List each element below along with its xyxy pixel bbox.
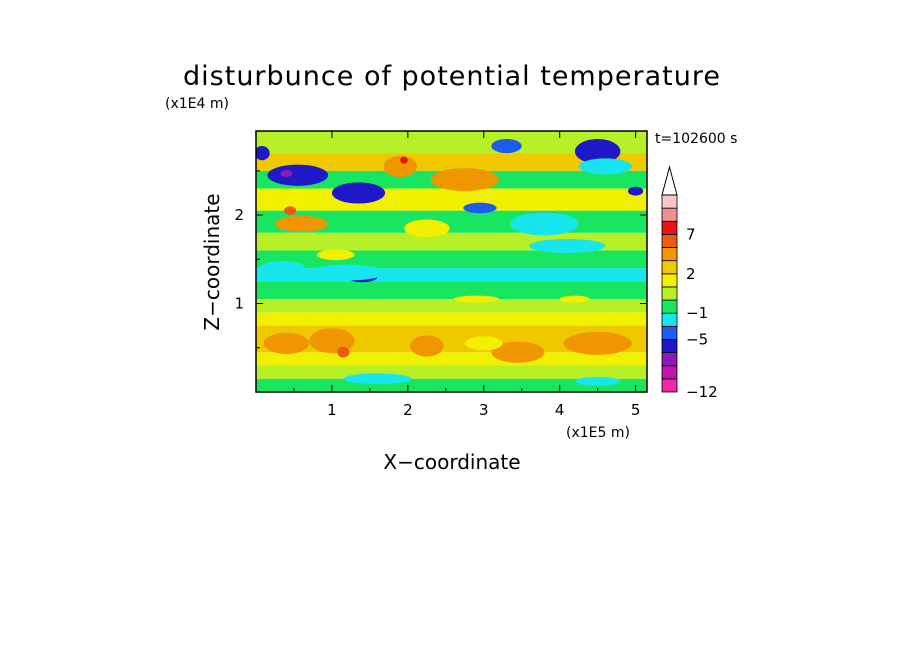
field-feature-17 [578, 158, 632, 175]
x-tick-label: 5 [631, 401, 641, 419]
y-unit-label: (x1E4 m) [165, 96, 229, 112]
colorbar-swatch-12 [661, 220, 678, 235]
colorbar-extend-arrow [661, 165, 678, 196]
field-band-4 [256, 312, 647, 326]
field-band-13 [256, 153, 647, 171]
field-feature-31 [559, 295, 591, 303]
field-feature-10 [383, 155, 417, 178]
colorbar-swatch-11 [661, 233, 678, 248]
field-feature-7 [343, 373, 412, 385]
colorbar-swatch-0 [661, 378, 678, 393]
field-band-1 [256, 365, 647, 379]
field-feature-24 [274, 215, 329, 232]
colorbar-swatch-13 [661, 207, 678, 222]
field-feature-28 [529, 238, 606, 254]
field-feature-20 [463, 202, 497, 214]
field-feature-8 [574, 376, 621, 386]
field-feature-30 [453, 295, 499, 303]
colorbar-swatch-3 [661, 339, 678, 354]
field-feature-25 [284, 206, 297, 216]
field-band-6 [256, 281, 647, 300]
x-tick-label: 1 [327, 401, 337, 419]
field-feature-15 [256, 146, 270, 161]
y-axis-label: Z−coordinate [200, 193, 224, 330]
colorbar-label: 2 [686, 265, 696, 283]
colorbar-swatch-4 [661, 325, 678, 340]
field-feature-11 [400, 156, 408, 164]
field-band-5 [256, 299, 647, 313]
colorbar-swatch-9 [661, 260, 678, 275]
field-band-11 [256, 188, 647, 211]
y-tick-label: 2 [234, 206, 244, 224]
time-label: t=102600 s [655, 131, 737, 147]
field-feature-3 [410, 335, 444, 357]
field-feature-0 [263, 332, 310, 354]
field-feature-9 [430, 168, 499, 192]
field-feature-4 [491, 341, 545, 363]
field-feature-2 [337, 346, 350, 358]
field-feature-23 [259, 261, 306, 276]
field-band-14 [256, 131, 647, 154]
x-tick-label: 3 [479, 401, 489, 419]
colorbar-swatch-5 [661, 312, 678, 327]
field-feature-29 [628, 186, 644, 196]
colorbar-label: −1 [686, 304, 708, 322]
field-feature-6 [464, 336, 503, 351]
field-feature-14 [331, 182, 386, 204]
field-band-8 [256, 250, 647, 269]
colorbar-swatch-2 [661, 352, 678, 367]
field-feature-26 [404, 219, 450, 238]
field-feature-22 [309, 264, 386, 281]
y-tick-label: 1 [234, 295, 244, 313]
x-axis-label: X−coordinate [383, 450, 520, 474]
field-feature-12 [267, 164, 329, 186]
colorbar-swatch-7 [661, 286, 678, 301]
field-feature-5 [563, 331, 632, 355]
colorbar-label: −12 [686, 383, 718, 401]
plot-frame [255, 130, 648, 393]
heatmap-field [256, 131, 647, 392]
field-feature-16 [574, 138, 621, 164]
colorbar-swatch-10 [661, 247, 678, 262]
field-feature-19 [510, 212, 579, 236]
field-band-2 [256, 352, 647, 366]
colorbar: −12−5−127 [661, 165, 718, 401]
x-unit-label: (x1E5 m) [566, 425, 630, 441]
x-axis: 1 2 3 4 5 [293, 131, 641, 419]
chart-title: disturbunce of potential temperature [183, 61, 721, 92]
x-tick-label: 4 [555, 401, 565, 419]
y-axis: 12 [234, 170, 647, 349]
x-tick-label: 2 [403, 401, 413, 419]
colorbar-swatch-6 [661, 299, 678, 314]
field-feature-13 [280, 169, 293, 178]
colorbar-swatch-8 [661, 273, 678, 288]
colorbar-label: −5 [686, 330, 708, 348]
colorbar-label: 7 [686, 225, 696, 243]
field-feature-32 [316, 249, 355, 261]
field-feature-27 [491, 138, 522, 154]
colorbar-swatch-14 [661, 194, 678, 209]
colorbar-swatch-1 [661, 365, 678, 380]
